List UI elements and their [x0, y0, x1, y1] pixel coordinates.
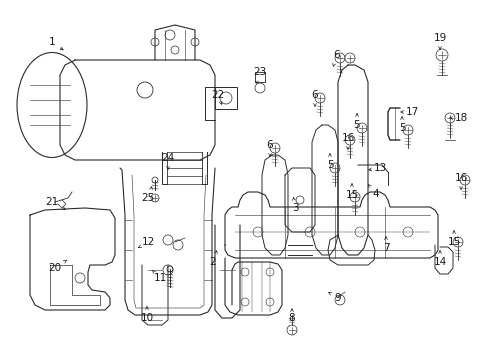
Text: 15: 15 [345, 184, 358, 200]
Circle shape [444, 113, 454, 123]
Circle shape [314, 93, 325, 103]
Text: 3: 3 [291, 197, 298, 213]
Text: 25: 25 [141, 187, 154, 203]
Text: 20: 20 [48, 260, 66, 273]
Circle shape [345, 53, 354, 63]
Text: 23: 23 [253, 67, 266, 83]
Text: 6: 6 [266, 140, 273, 156]
Text: 16: 16 [341, 133, 354, 149]
Circle shape [452, 237, 462, 247]
Text: 1: 1 [49, 37, 63, 50]
Circle shape [151, 194, 159, 202]
Text: 8: 8 [288, 309, 295, 323]
Circle shape [345, 135, 354, 145]
Text: 4: 4 [367, 184, 379, 199]
Text: 19: 19 [432, 33, 446, 49]
Text: 9: 9 [328, 292, 341, 303]
Text: 24: 24 [161, 153, 174, 169]
Text: 6: 6 [311, 90, 318, 106]
Text: 21: 21 [45, 197, 65, 210]
Text: 16: 16 [453, 173, 467, 189]
Text: 5: 5 [326, 154, 333, 170]
Bar [215, 87, 237, 109]
Circle shape [349, 192, 359, 202]
Circle shape [329, 163, 339, 173]
Text: 12: 12 [138, 237, 154, 248]
Text: 5: 5 [398, 117, 405, 133]
Text: 6: 6 [332, 50, 340, 66]
Text: 10: 10 [140, 307, 153, 323]
Text: 7: 7 [382, 237, 388, 253]
Circle shape [356, 123, 366, 133]
Circle shape [402, 125, 412, 135]
Text: 22: 22 [211, 90, 224, 104]
Circle shape [334, 53, 345, 63]
Text: 13: 13 [368, 163, 386, 173]
Text: 18: 18 [449, 113, 467, 123]
Text: 17: 17 [400, 107, 418, 117]
Text: 2: 2 [209, 251, 217, 267]
Text: 15: 15 [447, 231, 460, 247]
Text: 14: 14 [432, 251, 446, 267]
Text: 5: 5 [353, 114, 360, 130]
Circle shape [269, 143, 280, 153]
Circle shape [286, 325, 296, 335]
Circle shape [435, 49, 447, 61]
Text: 11: 11 [152, 270, 166, 283]
Circle shape [459, 175, 469, 185]
